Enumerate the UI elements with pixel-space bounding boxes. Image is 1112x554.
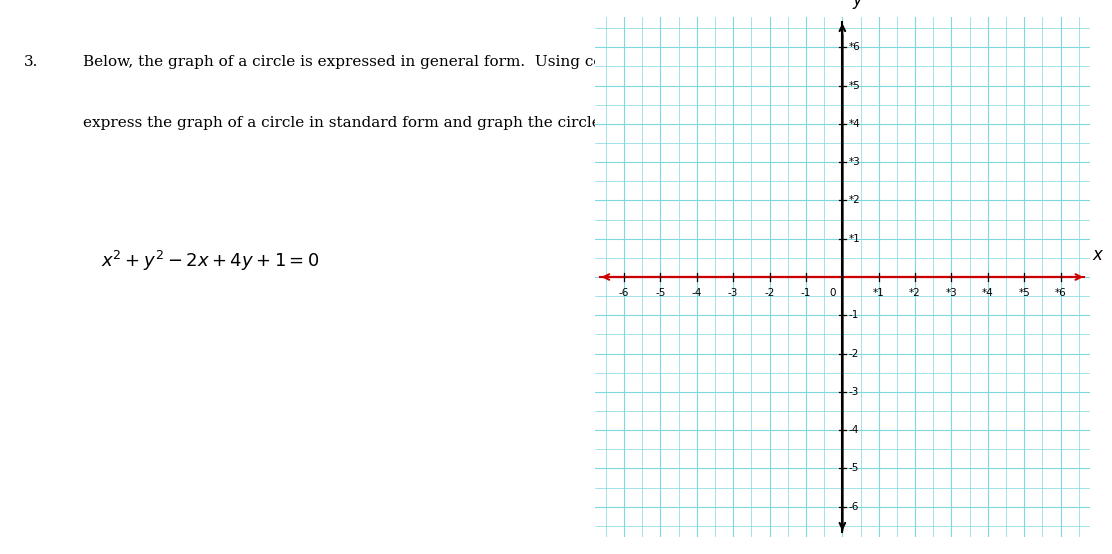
Text: *4: *4 — [982, 288, 994, 297]
Text: *6: *6 — [848, 42, 861, 52]
Text: -6: -6 — [848, 502, 860, 512]
Text: $x^2 + y^2 - 2x + 4y + 1 = 0$: $x^2 + y^2 - 2x + 4y + 1 = 0$ — [101, 249, 320, 274]
Text: -5: -5 — [655, 288, 666, 297]
Text: -1: -1 — [801, 288, 811, 297]
Text: Below, the graph of a circle is expressed in general form.  Using completing the: Below, the graph of a circle is expresse… — [83, 55, 764, 69]
Text: -4: -4 — [692, 288, 702, 297]
Text: -6: -6 — [619, 288, 629, 297]
Text: express the graph of a circle in standard form and graph the circle on the plane: express the graph of a circle in standar… — [83, 116, 781, 130]
Text: *5: *5 — [1019, 288, 1030, 297]
Text: *6: *6 — [1055, 288, 1066, 297]
Text: -2: -2 — [848, 348, 860, 358]
Text: *1: *1 — [873, 288, 885, 297]
Text: -5: -5 — [848, 464, 860, 474]
Text: -3: -3 — [728, 288, 738, 297]
Text: 3.: 3. — [23, 55, 38, 69]
Text: -2: -2 — [764, 288, 775, 297]
Text: $x$: $x$ — [1092, 248, 1104, 264]
Text: *2: *2 — [848, 196, 861, 206]
Text: *4: *4 — [848, 119, 861, 129]
Text: *3: *3 — [848, 157, 861, 167]
Text: *1: *1 — [848, 234, 861, 244]
Text: $y$: $y$ — [853, 0, 865, 11]
Text: -3: -3 — [848, 387, 860, 397]
Text: *2: *2 — [910, 288, 921, 297]
Text: *5: *5 — [848, 80, 861, 90]
Text: 0: 0 — [830, 288, 836, 297]
Text: -1: -1 — [848, 310, 860, 320]
Text: *3: *3 — [945, 288, 957, 297]
Text: -4: -4 — [848, 425, 860, 435]
